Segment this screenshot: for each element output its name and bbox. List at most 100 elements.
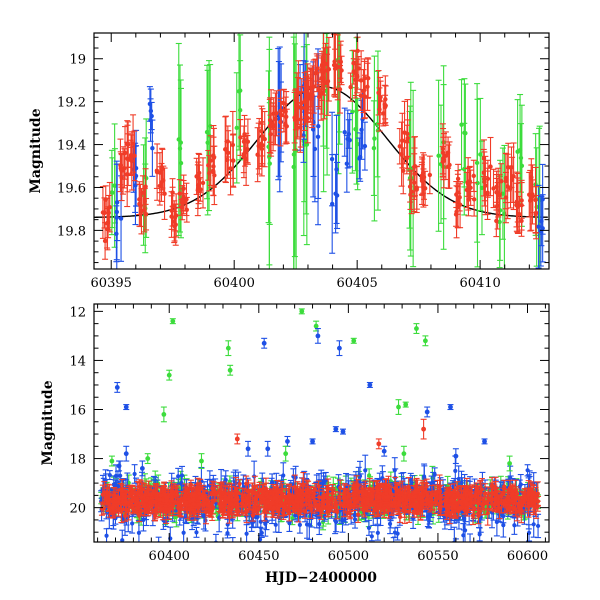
green-point [204, 64, 211, 200]
red-point [377, 76, 384, 125]
red-point [282, 96, 289, 127]
data-point [118, 216, 124, 221]
data-point [351, 61, 356, 66]
data-point [338, 59, 343, 65]
red-point [403, 124, 410, 158]
data-point [234, 125, 239, 131]
red-point [169, 178, 176, 207]
data-point [407, 184, 413, 189]
blue-point [333, 114, 340, 225]
data-point [132, 175, 138, 181]
data-point [169, 214, 174, 219]
data-point [414, 185, 420, 190]
data-point [259, 128, 264, 134]
data-point [342, 129, 347, 135]
data-point [430, 476, 435, 481]
data-point [533, 210, 539, 215]
x-tick-label: 60395 [91, 276, 132, 291]
data-point [291, 152, 297, 157]
data-point [238, 135, 243, 140]
red-point [200, 157, 207, 209]
data-point [362, 87, 367, 93]
data-point [281, 101, 286, 106]
data-point [497, 192, 502, 198]
data-point [177, 191, 182, 196]
data-point [283, 109, 288, 114]
data-point [333, 191, 338, 196]
data-point [482, 179, 487, 185]
x-tick-label: 60410 [459, 276, 500, 291]
red-point [127, 139, 134, 176]
data-point [443, 153, 449, 158]
data-point [517, 212, 522, 217]
data-point [337, 87, 343, 92]
blue-point [315, 48, 322, 226]
data-point [462, 130, 467, 136]
data-point [383, 97, 388, 102]
data-point [102, 210, 107, 216]
plot-area [94, 33, 548, 269]
red-point [337, 40, 344, 83]
plot-area [98, 308, 542, 542]
data-point [313, 70, 318, 76]
data-point [538, 228, 544, 234]
data-point [114, 209, 120, 215]
red-point [142, 168, 149, 205]
red-point [324, 46, 331, 116]
data-point [399, 151, 404, 157]
data-point [268, 120, 274, 126]
data-point [231, 158, 236, 163]
red-point [381, 84, 388, 125]
red-point [456, 183, 463, 212]
top-panel-zoom-lightcurve: 60395 60400 60405 60410 19 19.2 19.4 19.6 19.8 Ma… [28, 32, 550, 291]
red-point [364, 57, 371, 99]
red-point [154, 143, 161, 201]
data-point [236, 89, 242, 94]
green-point [435, 79, 442, 232]
data-point [358, 93, 364, 98]
data-point [177, 146, 183, 151]
data-point [503, 178, 509, 184]
blue-point [329, 111, 336, 207]
data-point [357, 156, 362, 161]
data-point [122, 150, 128, 156]
red-point [440, 127, 447, 178]
data-point [436, 153, 441, 158]
blue-point [332, 153, 339, 234]
data-point [181, 186, 186, 191]
red-point [243, 132, 250, 186]
data-point [110, 190, 115, 195]
data-point [347, 137, 352, 143]
data-point [241, 152, 247, 157]
data-point [255, 152, 260, 157]
data-point [172, 224, 177, 229]
red-point [268, 89, 275, 157]
red-point [510, 142, 517, 211]
data-point [348, 84, 353, 90]
blue-point [356, 137, 363, 180]
data-point [157, 183, 163, 189]
data-point [517, 147, 523, 153]
red-point [194, 164, 201, 217]
data-point [485, 176, 491, 181]
data-point [326, 67, 332, 72]
red-point [484, 159, 491, 198]
data-point [119, 168, 124, 173]
data-point [178, 160, 184, 166]
data-point [139, 209, 144, 214]
data-point [377, 98, 383, 103]
red-point [168, 195, 175, 238]
red-point [445, 136, 452, 169]
data-point [457, 195, 462, 200]
y-tick-label: 19.4 [57, 139, 86, 154]
data-point [333, 62, 338, 68]
red-point [487, 136, 494, 197]
blue-point [361, 121, 368, 171]
data-point [353, 127, 358, 132]
red-point [533, 186, 540, 240]
green-point [291, 33, 297, 269]
red-point [254, 127, 261, 183]
data-point [355, 74, 360, 79]
red-point [502, 152, 509, 210]
